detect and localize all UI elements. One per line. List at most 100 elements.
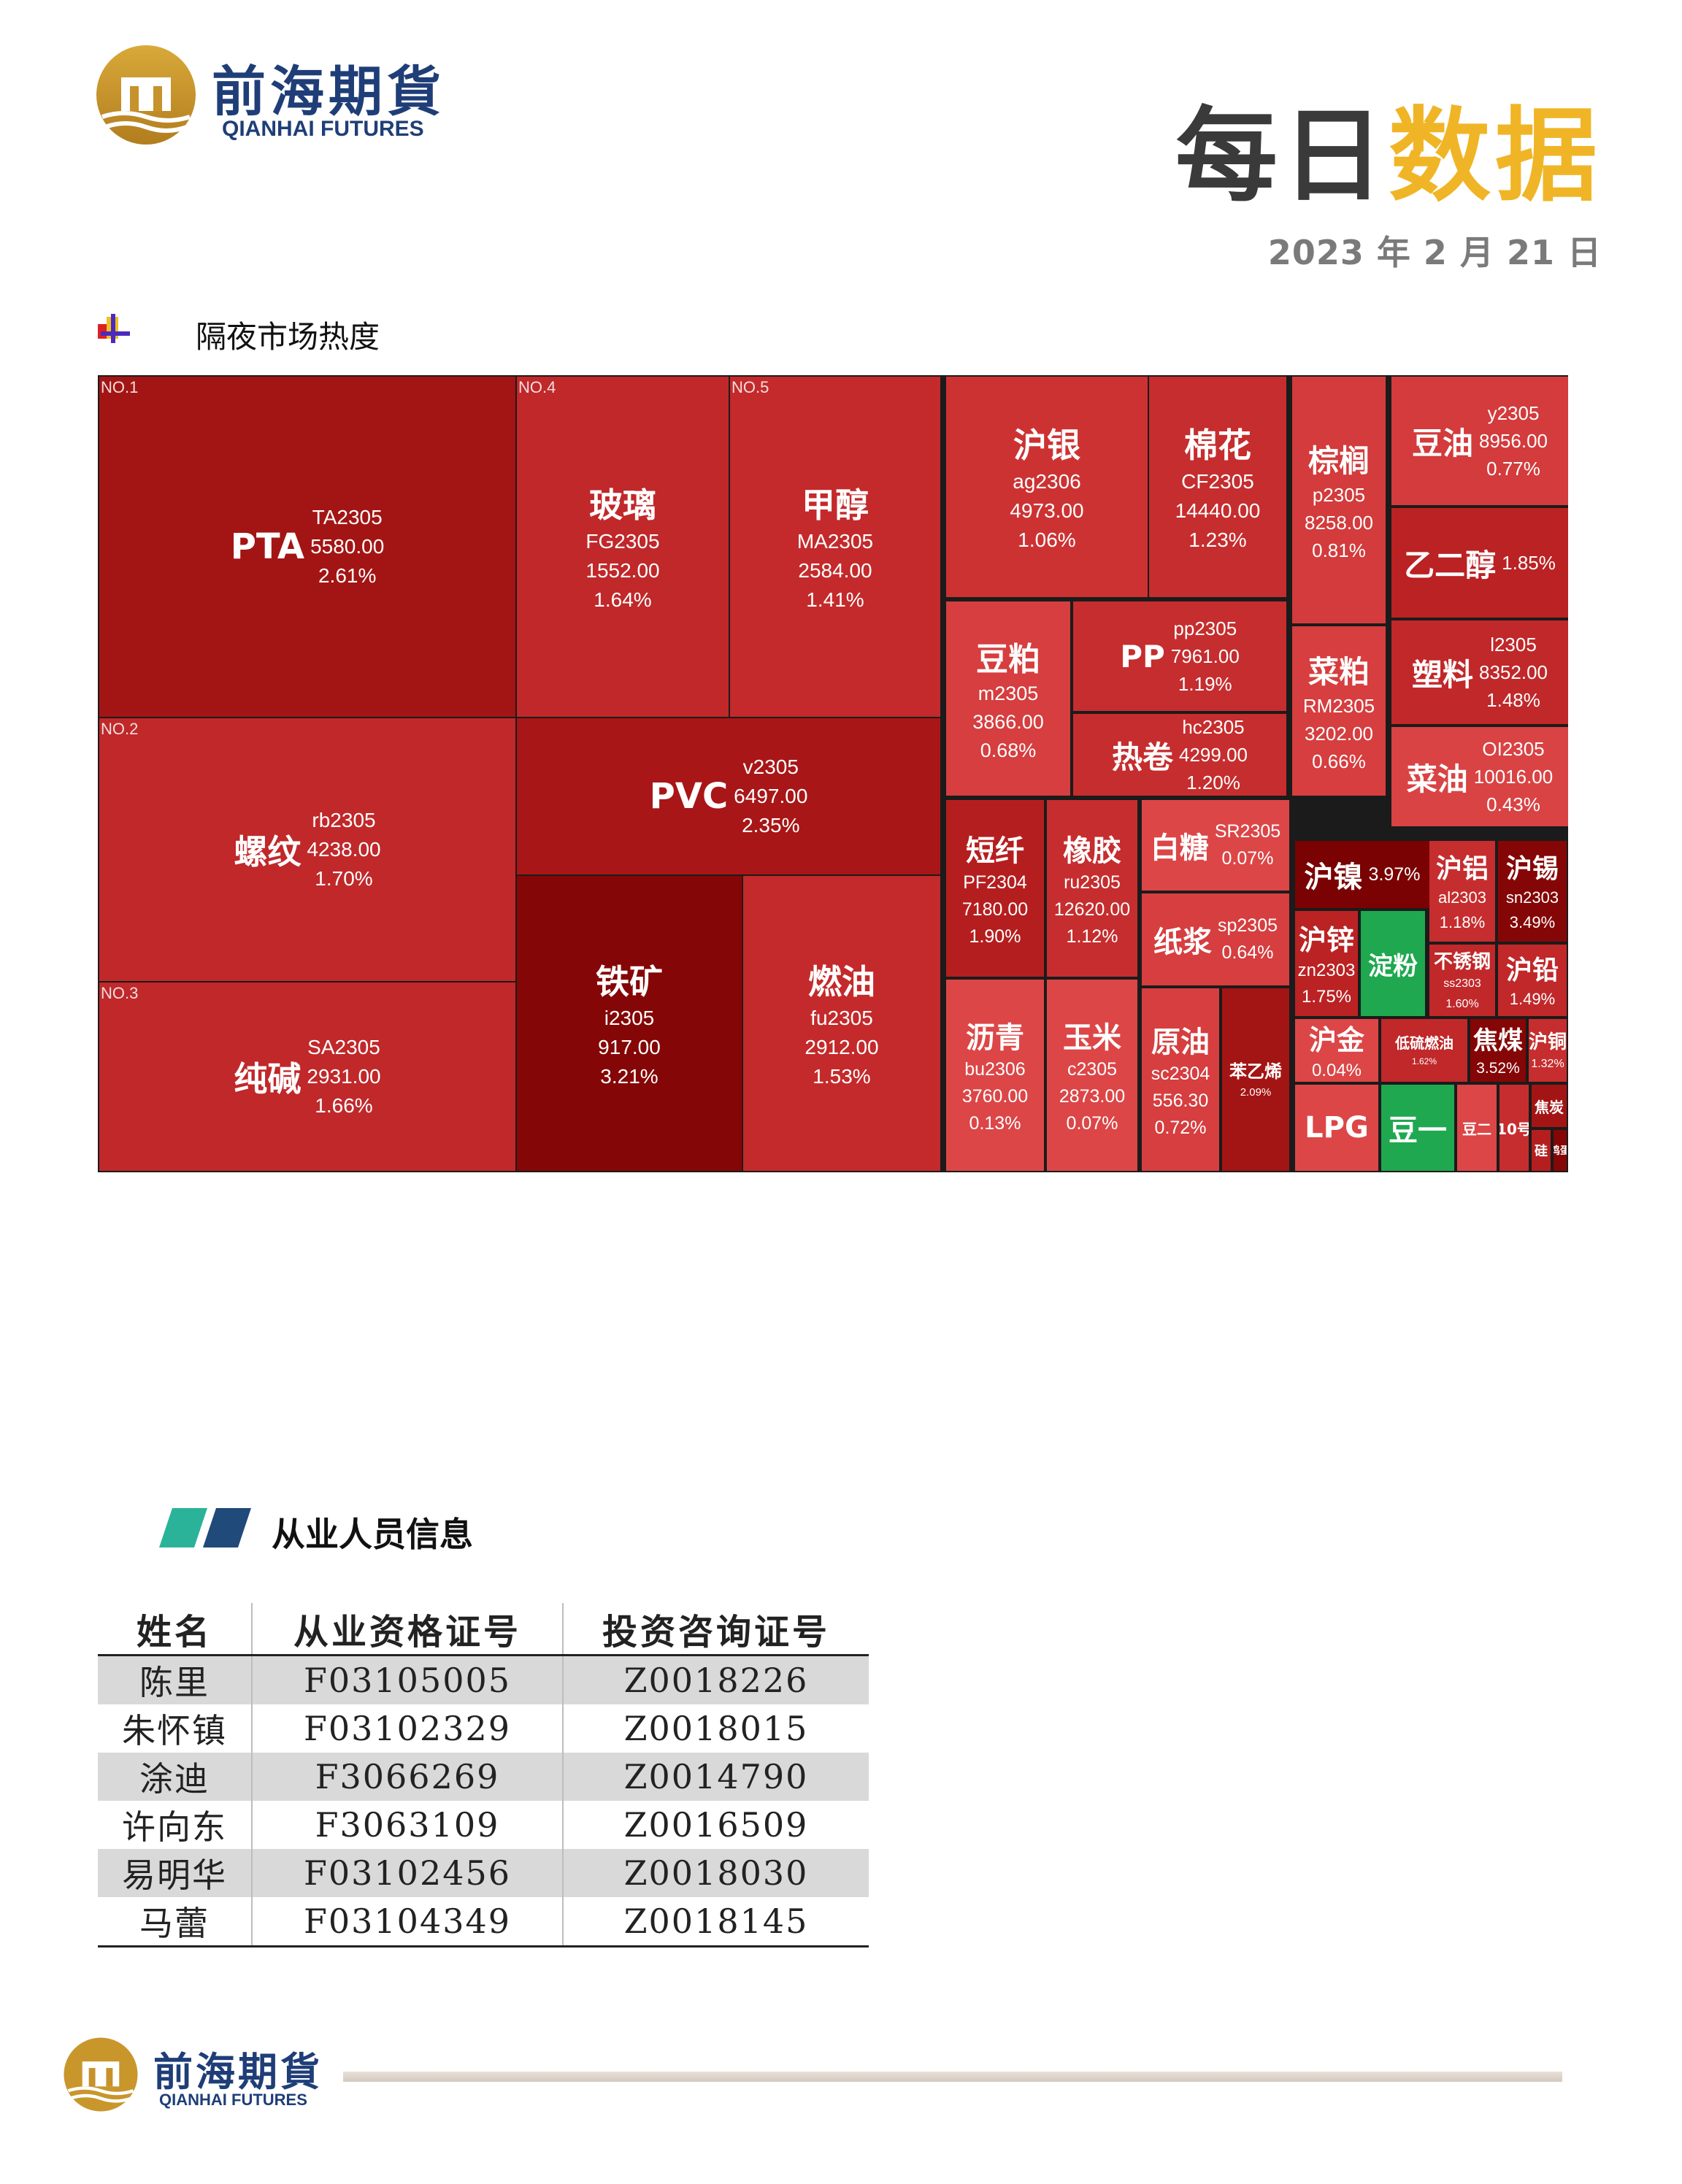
cell-quote: fu2305 2912.00 1.53%: [804, 1004, 878, 1091]
treemap-cell: 沪锡 sn2303 3.49%: [1498, 841, 1567, 942]
footer-logo-english-name: QIANHAI FUTURES: [159, 2091, 307, 2109]
cell-commodity-name: 豆一: [1389, 1114, 1447, 1147]
cell-pct: 0.72%: [1154, 1117, 1207, 1138]
cell-code: RM2305: [1302, 694, 1375, 717]
treemap-cell: 玉米 c2305 2873.00 0.07%: [1047, 980, 1137, 1171]
cell-pct: 1.53%: [813, 1065, 871, 1088]
cell-pct: 1.23%: [1188, 528, 1247, 551]
treemap-cell: 焦煤 3.52%: [1470, 1019, 1526, 1082]
cell-code: l2305: [1490, 634, 1537, 655]
cell-pct: 1.62%: [1411, 1056, 1437, 1066]
cell-code: TA2305: [312, 506, 383, 528]
cell-price: 5580.00: [310, 535, 385, 558]
cell-code: p2305: [1312, 483, 1366, 506]
cell-pct: 0.07%: [1221, 848, 1274, 869]
cell-commodity-name: 菜油: [1406, 761, 1468, 797]
cell-pct: 1.64%: [594, 588, 652, 611]
staff-name: 马蕾: [98, 1897, 253, 1947]
cell-commodity-name: 沥青: [966, 1020, 1024, 1055]
cell-quote: 3.97%: [1369, 861, 1421, 888]
cell-code: v2305: [742, 755, 799, 778]
treemap-cell: 沪金 0.04%: [1295, 1019, 1378, 1082]
cell-pct: 0.64%: [1221, 942, 1274, 963]
cell-commodity-name: 原油: [1151, 1025, 1210, 1059]
cell-quote: OI2305 10016.00 0.43%: [1474, 735, 1553, 818]
cell-price: 3202.00: [1305, 722, 1373, 745]
report-date: 2023 年 2 月 21 日: [1267, 233, 1602, 272]
cell-code: CF2305: [1181, 470, 1254, 493]
cell-pct: 1.19%: [1178, 673, 1232, 695]
cell-commodity-name: 玉米: [1063, 1020, 1121, 1055]
treemap-cell: 白糖 SR2305 0.07%: [1142, 800, 1289, 891]
cell-quote: MA2305 2584.00 1.41%: [797, 527, 873, 615]
cell-pct: 1.06%: [1018, 528, 1076, 551]
treemap-cell: LPG: [1295, 1085, 1378, 1171]
treemap-cell: NO.4 玻璃 FG2305 1552.00 1.64%: [517, 377, 729, 717]
treemap-cell: 沪银 ag2306 4973.00 1.06%: [946, 377, 1148, 597]
staff-qualification-id: F03102456: [252, 1849, 564, 1897]
cell-commodity-name: 玻璃: [589, 485, 656, 525]
treemap-cell: 纸浆 sp2305 0.64%: [1142, 893, 1289, 985]
cell-pct: 0.04%: [1311, 1060, 1362, 1080]
cell-pct: 0.77%: [1486, 458, 1540, 480]
treemap-cell: 苯乙烯 2.09%: [1222, 988, 1289, 1171]
cell-code: sp2305: [1217, 915, 1278, 936]
cell-code: y2305: [1487, 402, 1540, 424]
cell-price: 7961.00: [1170, 645, 1240, 667]
cell-pct: 1.32%: [1531, 1057, 1564, 1070]
staff-consulting-id: Z0018226: [563, 1655, 869, 1704]
cell-quote: sn2303 3.49%: [1506, 885, 1559, 935]
cell-quote: hc2305 4299.00 1.20%: [1179, 714, 1248, 796]
cell-pct: 0.66%: [1312, 750, 1366, 772]
treemap-cell: 菜粕 RM2305 3202.00 0.66%: [1292, 626, 1386, 796]
cell-quote: al2303 1.18%: [1438, 885, 1486, 935]
staff-qualification-id: F03105005: [252, 1655, 564, 1704]
staff-name: 朱怀镇: [98, 1704, 253, 1753]
cell-code: zn2303: [1297, 960, 1356, 980]
overnight-treemap: NO.1 PTA TA2305 5580.00 2.61% NO.2 螺纹 rb2305 423…: [98, 375, 1568, 1172]
cell-commodity-name: 沪银: [1013, 426, 1080, 465]
treemap-cell: 豆粕 m2305 3866.00 0.68%: [946, 601, 1070, 796]
cell-quote: 3.52%: [1476, 1056, 1520, 1080]
cell-pct: 1.48%: [1486, 689, 1540, 711]
cell-commodity-name: PVC: [649, 776, 729, 817]
treemap-cell: PP pp2305 7961.00 1.19%: [1073, 601, 1286, 711]
treemap-cell: 棉花 CF2305 14440.00 1.23%: [1149, 377, 1286, 597]
cell-pct: 1.66%: [315, 1094, 373, 1117]
cell-quote: y2305 8956.00 0.77%: [1479, 399, 1548, 482]
cell-pct: 3.97%: [1368, 864, 1421, 885]
cell-commodity-name: 橡胶: [1063, 834, 1121, 868]
treemap-cell: 沪锌 zn2303 1.75%: [1295, 911, 1358, 1016]
title-part-gold: 数据: [1388, 97, 1602, 216]
cell-code: i2305: [604, 1007, 655, 1029]
cell-price: 2931.00: [307, 1065, 381, 1088]
staff-consulting-id: Z0016509: [623, 1805, 809, 1845]
cell-price: 3760.00: [961, 1085, 1029, 1107]
cell-pct: 2.61%: [318, 564, 377, 587]
cell-quote: m2305 3866.00 0.68%: [972, 680, 1044, 765]
cell-quote: PF2304 7180.00 1.90%: [962, 869, 1028, 950]
footer-divider: [343, 2072, 1562, 2082]
cell-code: fu2305: [810, 1007, 873, 1029]
cell-commodity-name: 沪铜: [1529, 1031, 1567, 1053]
treemap-cell: 短纤 PF2304 7180.00 1.90%: [946, 800, 1044, 977]
cell-quote: SA2305 2931.00 1.66%: [307, 1033, 380, 1120]
cell-rank: NO.2: [101, 720, 139, 738]
cell-quote: 1.32%: [1531, 1054, 1564, 1074]
cell-code: SR2305: [1214, 821, 1281, 842]
header-name: 姓名: [98, 1603, 253, 1656]
cell-quote: ag2306 4973.00 1.06%: [1010, 467, 1083, 555]
cell-commodity-name: 焦煤: [1473, 1026, 1523, 1056]
cell-rank: NO.1: [101, 378, 139, 396]
cell-quote: sc2304 556.30 0.72%: [1151, 1061, 1210, 1142]
footer-logo-emblem-icon: [64, 2037, 138, 2112]
cell-pct: 3.49%: [1509, 913, 1556, 931]
treemap-cell: PVC v2305 6497.00 2.35%: [517, 718, 940, 874]
cell-commodity-name: 甲醇: [802, 485, 869, 525]
staff-consulting-id: Z0014790: [563, 1753, 869, 1801]
cell-commodity-name: 沪锡: [1505, 854, 1559, 884]
treemap-cell: 塑料 l2305 8352.00 1.48%: [1391, 620, 1568, 724]
header-qualification: 从业资格证号: [252, 1603, 564, 1656]
cell-quote: ss2303 1.60%: [1443, 974, 1481, 1015]
cell-code: PF2304: [963, 872, 1027, 893]
